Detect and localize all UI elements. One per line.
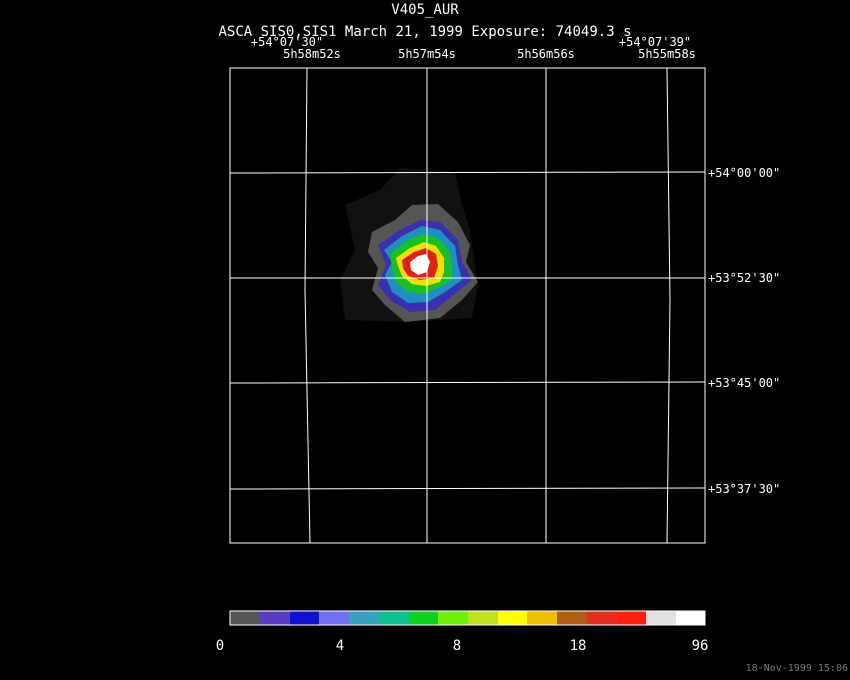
source-emission — [340, 168, 478, 322]
ra-label: 5h56m56s — [517, 47, 575, 61]
corner-label: +54°07'30" — [251, 35, 323, 49]
ra-label: 5h58m52s — [283, 47, 341, 61]
corner-label: +54°07'39" — [619, 35, 691, 49]
colorbar-tick: 96 — [692, 638, 709, 654]
coordinate-grid — [229, 67, 706, 544]
colorbar-tick: 8 — [453, 638, 461, 654]
colorbar — [229, 610, 706, 626]
dec-label: +54°00'00" — [708, 166, 780, 180]
dec-label: +53°37'30" — [708, 482, 780, 496]
dec-label: +53°45'00" — [708, 376, 780, 390]
timestamp: 18-Nov-1999 15:06 — [746, 663, 848, 674]
ra-label: 5h57m54s — [398, 47, 456, 61]
title: V405_AUR — [391, 2, 459, 18]
colorbar-tick: 0 — [216, 638, 224, 654]
dec-label: +53°52'30" — [708, 271, 780, 285]
subtitle: ASCA SIS0,SIS1 March 21, 1999 Exposure: … — [218, 24, 631, 40]
colorbar-tick: 18 — [570, 638, 587, 654]
colorbar-tick: 4 — [336, 638, 344, 654]
ra-label: 5h55m58s — [638, 47, 696, 61]
